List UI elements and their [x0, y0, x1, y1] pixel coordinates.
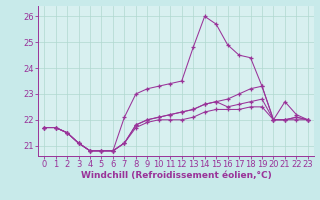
X-axis label: Windchill (Refroidissement éolien,°C): Windchill (Refroidissement éolien,°C): [81, 171, 271, 180]
